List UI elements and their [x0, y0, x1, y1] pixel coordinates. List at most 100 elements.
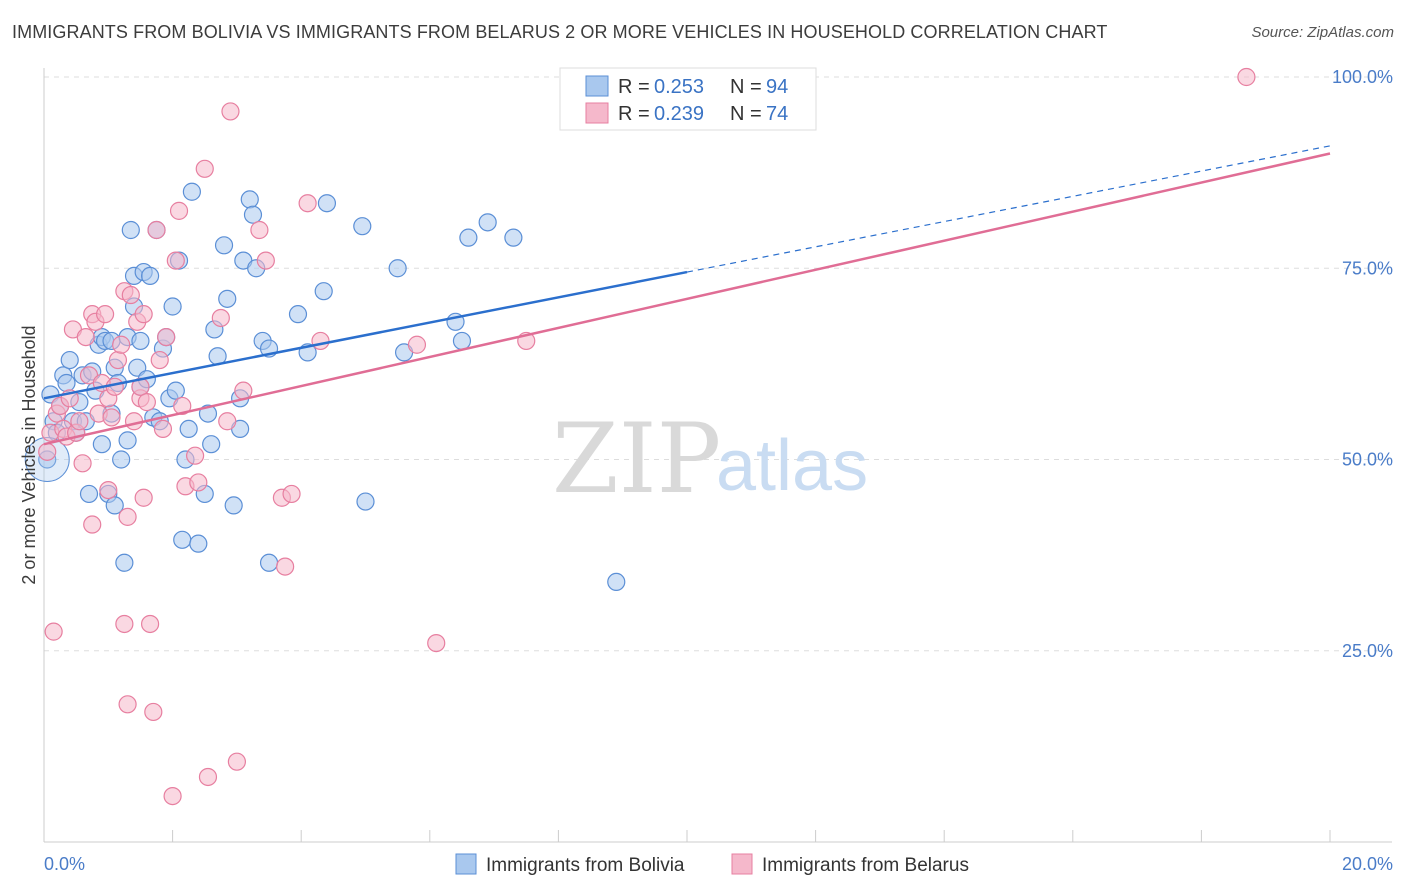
bolivia-point: [452, 331, 472, 351]
bolivia-point: [259, 553, 279, 572]
belarus-point: [276, 557, 295, 576]
x-tick-labels: 0.0% 20.0%: [44, 854, 1393, 874]
belarus-point: [1237, 67, 1256, 87]
bolivia-point: [131, 331, 150, 351]
belarus-point: [173, 396, 192, 416]
belarus-point: [102, 408, 121, 427]
belarus-point: [137, 393, 156, 412]
belarus-point: [250, 220, 269, 240]
belarus-point: [427, 633, 446, 653]
belarus-point: [198, 767, 218, 787]
bolivia-point: [356, 492, 375, 511]
bottom-legend-label-bolivia[interactable]: Immigrants from Bolivia: [486, 855, 685, 876]
trend-lines: [43, 145, 1331, 446]
belarus-point: [38, 442, 57, 461]
bolivia-point: [60, 350, 79, 370]
legend-r-value-bolivia: 0.253: [654, 76, 704, 98]
x-tick-label: 20.0%: [1342, 854, 1393, 874]
bolivia-point: [115, 553, 134, 572]
belarus-point: [211, 308, 230, 328]
bolivia-point: [121, 220, 140, 240]
bolivia-point: [189, 534, 208, 553]
belarus-point: [282, 484, 301, 504]
belarus-point: [140, 614, 160, 634]
grid-lines: [44, 76, 1392, 652]
belarus-point: [70, 412, 89, 431]
belarus-point: [134, 488, 153, 507]
belarus-point: [256, 251, 275, 270]
belarus-point: [112, 335, 131, 354]
belarus-point: [121, 285, 140, 305]
x-tick-label: 0.0%: [44, 854, 85, 874]
belarus-point: [166, 251, 185, 270]
bolivia-point: [459, 228, 478, 247]
source-label: Source: ZipAtlas.com: [1251, 24, 1394, 41]
bolivia-point: [607, 572, 626, 592]
belarus-point: [221, 102, 240, 121]
belarus-point: [186, 446, 205, 465]
bolivia-point: [353, 217, 372, 236]
bolivia-point: [478, 213, 497, 232]
belarus-point: [134, 305, 153, 324]
belarus-point: [95, 305, 115, 324]
y-tick-label: 75.0%: [1342, 258, 1393, 278]
y-axis-label: 2 or more Vehicles in Household: [19, 325, 39, 584]
bolivia-point: [202, 435, 221, 454]
bolivia-point: [166, 381, 185, 400]
bottom-legend-label-belarus[interactable]: Immigrants from Belarus: [762, 855, 969, 876]
legend-n-value-bolivia: 94: [766, 76, 788, 98]
bolivia-point: [182, 182, 201, 201]
bolivia-point: [314, 282, 333, 301]
bolivia-point: [118, 431, 137, 450]
watermark-atlas: atlas: [716, 426, 868, 506]
belarus-point: [99, 481, 118, 500]
y-tick-label: 100.0%: [1332, 67, 1393, 87]
bolivia-point: [240, 190, 259, 209]
legend-r-label-bolivia: R =: [618, 76, 650, 98]
series-belarus-points: [38, 67, 1256, 806]
belarus-point: [227, 752, 246, 771]
belarus-point: [108, 350, 128, 370]
belarus-point: [147, 220, 166, 240]
bolivia-point: [112, 450, 131, 469]
belarus-point: [195, 159, 214, 178]
legend-n-label-bolivia: N =: [730, 76, 762, 98]
legend-swatch-bolivia: [585, 75, 609, 97]
belarus-point: [118, 507, 137, 526]
bolivia-point: [388, 259, 407, 278]
belarus-point: [163, 786, 182, 806]
watermark-zip: ZIP: [552, 403, 721, 515]
legend-swatch-belarus: [585, 102, 609, 124]
belarus-point: [76, 328, 95, 347]
bolivia-point: [218, 289, 237, 308]
belarus-point: [157, 328, 176, 347]
bolivia-point: [179, 419, 198, 438]
bolivia-point: [317, 194, 337, 213]
legend-r-value-belarus: 0.239: [654, 103, 704, 125]
bolivia-point: [173, 530, 192, 549]
bolivia-point: [214, 236, 234, 255]
legend-r-label-belarus: R =: [618, 103, 650, 125]
bolivia-point: [140, 266, 160, 285]
watermark: ZIP atlas: [552, 403, 868, 515]
belarus-point: [153, 419, 173, 438]
bolivia-point: [79, 484, 99, 504]
belarus-point: [73, 454, 92, 473]
legend-n-label-belarus: N =: [730, 103, 762, 125]
belarus-point: [189, 473, 208, 492]
y-tick-label: 50.0%: [1342, 450, 1393, 470]
correlation-legend: R = 0.253 N = 94 R = 0.239 N = 74: [559, 67, 817, 131]
bolivia-point: [224, 496, 243, 515]
belarus-point: [407, 335, 427, 354]
bolivia-point: [504, 228, 523, 247]
belarus-point: [169, 201, 189, 220]
bolivia-trend-line: [43, 270, 688, 400]
bolivia-point: [243, 205, 263, 224]
bottom-legend-swatch-belarus[interactable]: [731, 853, 753, 875]
belarus-point: [150, 350, 169, 370]
bolivia-point: [163, 297, 182, 316]
chart-title: IMMIGRANTS FROM BOLIVIA VS IMMIGRANTS FR…: [12, 22, 1108, 42]
bottom-legend-swatch-bolivia[interactable]: [455, 853, 477, 875]
belarus-point: [311, 331, 330, 351]
